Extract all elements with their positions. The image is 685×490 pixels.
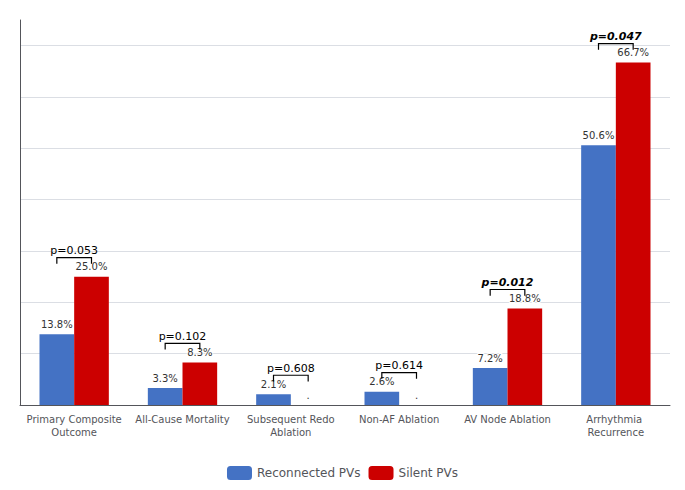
- svg-text:66.7%: 66.7%: [617, 47, 650, 59]
- svg-text:Primary Composite: Primary Composite: [27, 414, 122, 425]
- svg-text:All-Cause Mortality: All-Cause Mortality: [135, 414, 229, 425]
- svg-text:Outcome: Outcome: [51, 427, 97, 438]
- svg-text:Silent PVs: Silent PVs: [399, 466, 459, 480]
- svg-text:Subsequent Redo: Subsequent Redo: [247, 414, 335, 425]
- svg-text:Recurrence: Recurrence: [588, 427, 644, 438]
- svg-text:.: .: [307, 390, 310, 401]
- svg-text:Non-AF Ablation: Non-AF Ablation: [359, 414, 439, 425]
- svg-text:p=0.012: p=0.012: [481, 276, 534, 289]
- svg-text:p=0.614: p=0.614: [375, 359, 423, 372]
- svg-text:2.1%: 2.1%: [260, 378, 287, 390]
- svg-text:25.0%: 25.0%: [75, 261, 108, 273]
- svg-text:p=0.102: p=0.102: [159, 330, 207, 343]
- svg-text:.: .: [415, 390, 418, 401]
- svg-text:7.2%: 7.2%: [477, 353, 502, 364]
- svg-text:Arrhythmia: Arrhythmia: [586, 414, 645, 425]
- svg-text:Reconnected PVs: Reconnected PVs: [257, 466, 361, 480]
- svg-text:13.8%: 13.8%: [41, 319, 73, 330]
- svg-text:p=0.608: p=0.608: [267, 362, 315, 375]
- svg-text:p=0.053: p=0.053: [50, 244, 98, 257]
- svg-text:3.3%: 3.3%: [152, 373, 177, 384]
- svg-text:2.6%: 2.6%: [369, 376, 395, 388]
- svg-text:50.6%: 50.6%: [583, 130, 615, 141]
- svg-text:18.8%: 18.8%: [508, 293, 541, 304]
- svg-text:8.3%: 8.3%: [187, 346, 213, 358]
- svg-text:p=0.047: p=0.047: [589, 30, 642, 43]
- svg-text:Ablation: Ablation: [270, 427, 311, 438]
- svg-text:AV Node Ablation: AV Node Ablation: [464, 414, 551, 425]
